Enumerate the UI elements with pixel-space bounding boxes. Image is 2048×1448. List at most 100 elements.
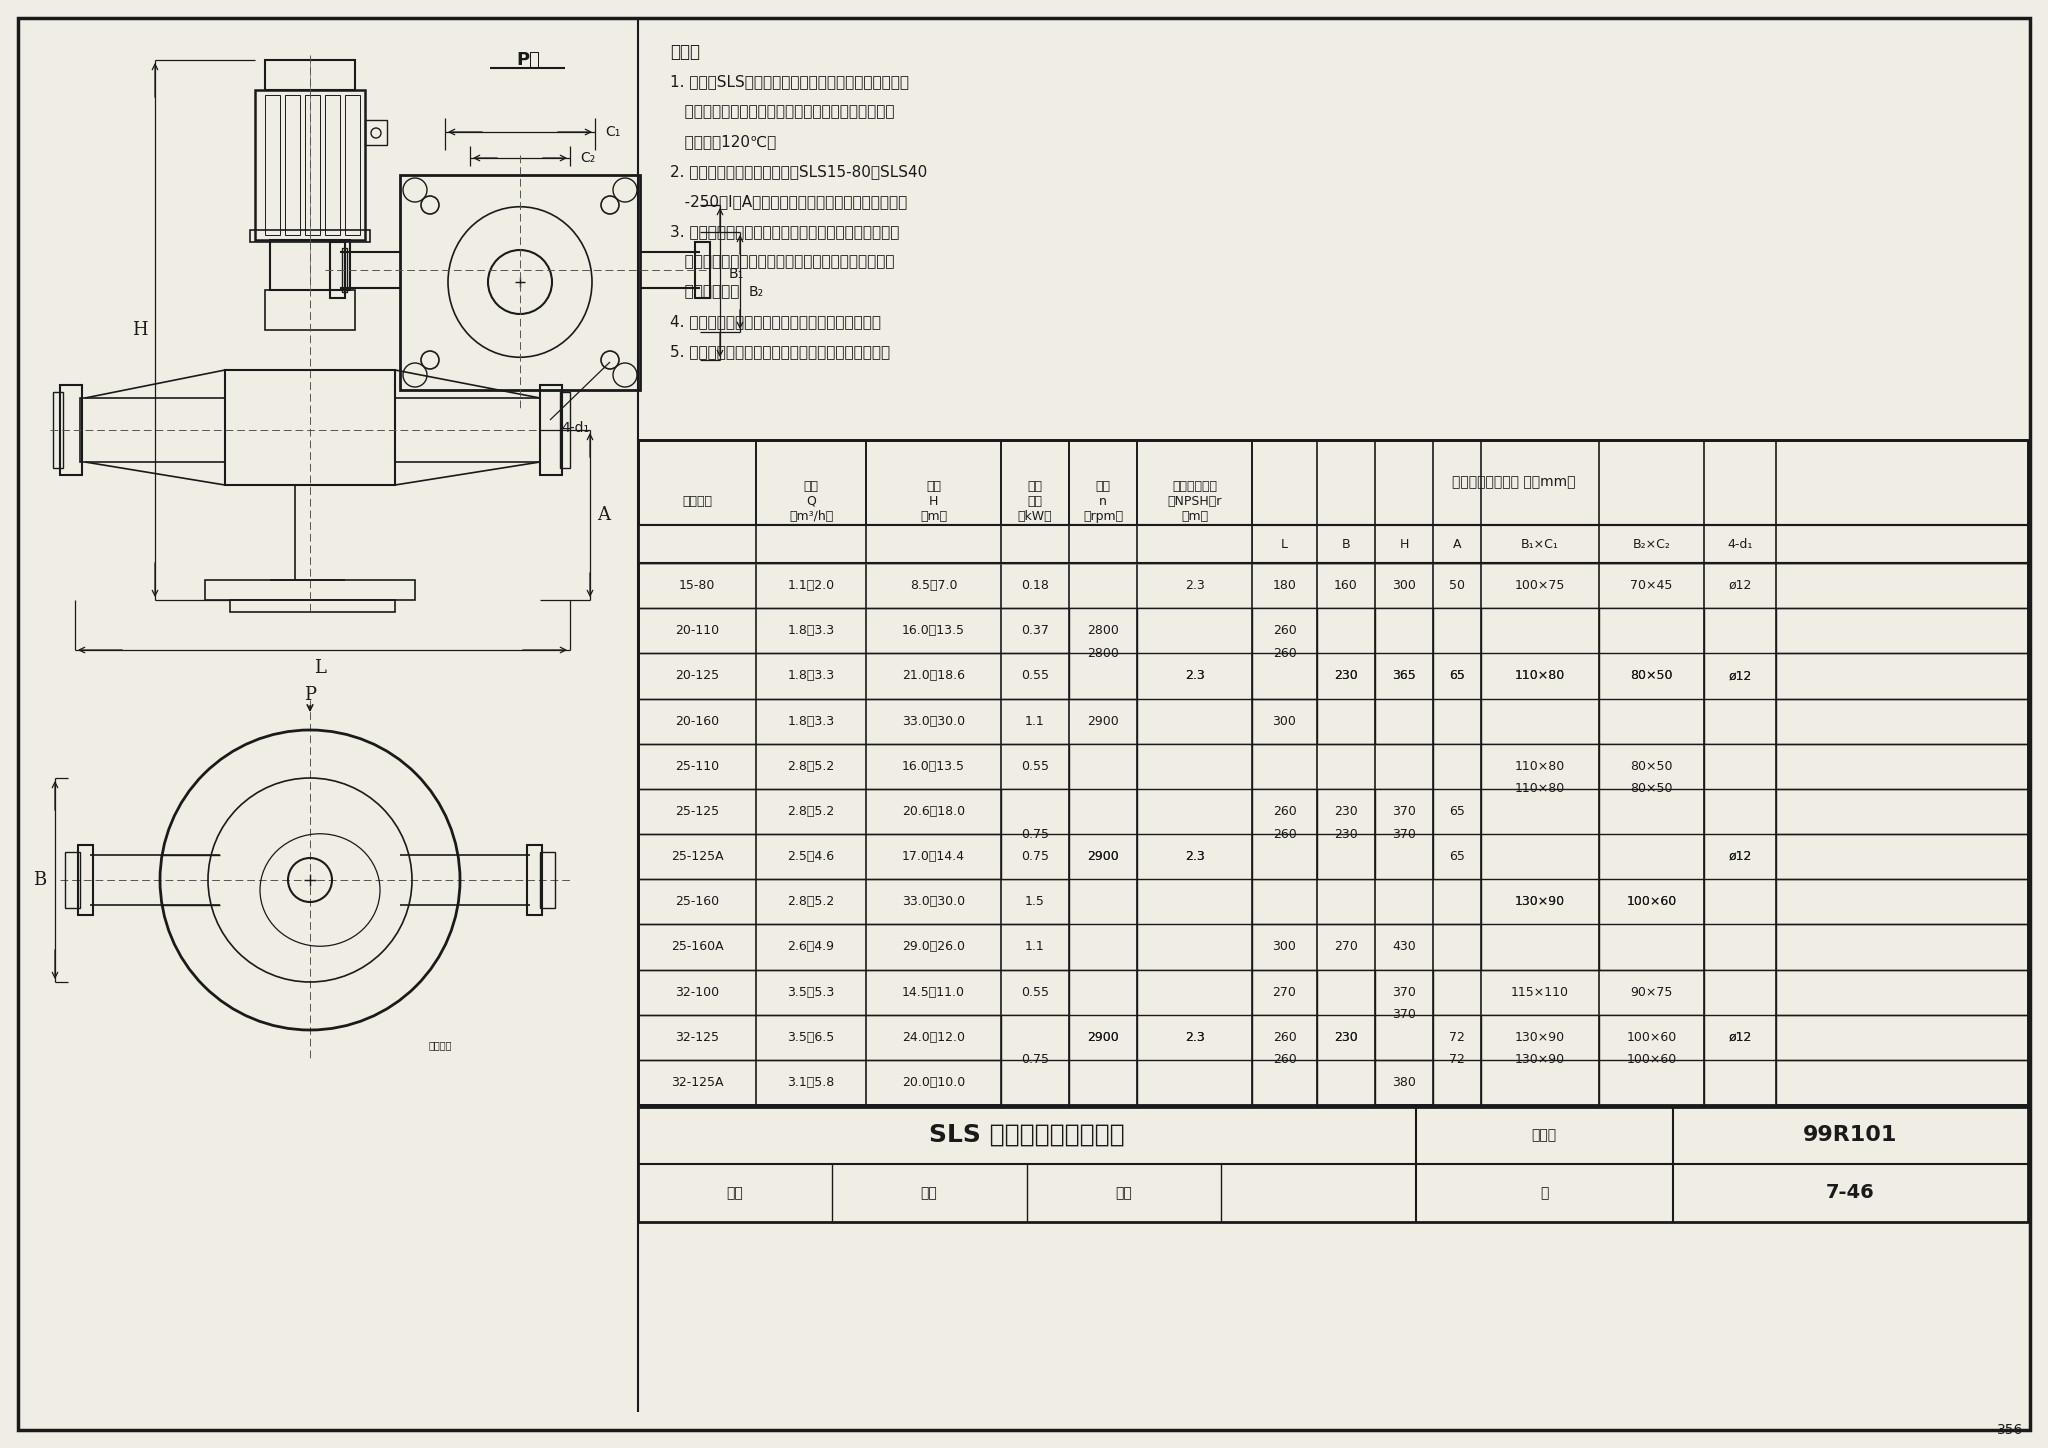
Text: 2900: 2900 bbox=[1087, 1031, 1118, 1044]
Text: 2.3: 2.3 bbox=[1184, 1031, 1204, 1044]
Text: ø12: ø12 bbox=[1729, 850, 1751, 863]
Text: SLS 型立式离心泵安装图: SLS 型立式离心泵安装图 bbox=[930, 1124, 1124, 1147]
Bar bbox=[59, 385, 82, 475]
Text: 20-160: 20-160 bbox=[676, 714, 719, 727]
Text: 16.0～13.5: 16.0～13.5 bbox=[901, 624, 965, 637]
Bar bbox=[53, 392, 63, 468]
Text: 2.8～5.2: 2.8～5.2 bbox=[786, 805, 836, 818]
Text: 130×90: 130×90 bbox=[1516, 1031, 1565, 1044]
Text: 20-125: 20-125 bbox=[676, 669, 719, 682]
Bar bbox=[342, 248, 346, 292]
Text: 80×50: 80×50 bbox=[1630, 669, 1673, 682]
Text: 260: 260 bbox=[1272, 805, 1296, 818]
Bar bbox=[250, 230, 371, 242]
Text: 0.75: 0.75 bbox=[1022, 827, 1049, 840]
Text: 15-80: 15-80 bbox=[678, 579, 715, 592]
Text: ø12: ø12 bbox=[1729, 1031, 1751, 1044]
Text: 2.3: 2.3 bbox=[1184, 850, 1204, 863]
Bar bbox=[541, 851, 555, 908]
Bar bbox=[1599, 744, 1704, 834]
Text: 260: 260 bbox=[1272, 624, 1296, 637]
Text: 1. 本产品SLS型泵为单级单吸立式离心泵，该泵供输送: 1. 本产品SLS型泵为单级单吸立式离心泵，该泵供输送 bbox=[670, 74, 909, 90]
Bar bbox=[1253, 789, 1317, 879]
Text: （小图）: （小图） bbox=[428, 1040, 453, 1050]
Text: 2900: 2900 bbox=[1087, 714, 1118, 727]
Text: 2.8～5.2: 2.8～5.2 bbox=[786, 760, 836, 773]
Text: 65: 65 bbox=[1450, 805, 1464, 818]
Text: ø12: ø12 bbox=[1729, 669, 1751, 682]
Text: 扬程
H
（m）: 扬程 H （m） bbox=[920, 479, 946, 523]
Text: 33.0～30.0: 33.0～30.0 bbox=[901, 714, 965, 727]
Text: 14.5～11.0: 14.5～11.0 bbox=[901, 986, 965, 999]
Text: 260: 260 bbox=[1272, 827, 1296, 840]
Text: 1.1～2.0: 1.1～2.0 bbox=[786, 579, 836, 592]
Bar bbox=[1139, 608, 1251, 743]
Text: 2900: 2900 bbox=[1087, 850, 1118, 863]
Bar bbox=[225, 371, 395, 485]
Bar bbox=[1434, 1015, 1481, 1105]
Text: 2900: 2900 bbox=[1087, 850, 1118, 863]
Text: ø12: ø12 bbox=[1729, 1031, 1751, 1044]
Text: ø12: ø12 bbox=[1729, 579, 1751, 592]
Text: A: A bbox=[1452, 537, 1462, 550]
Text: 1.8～3.3: 1.8～3.3 bbox=[786, 669, 836, 682]
Text: 仅编制硬性连接中的直接安装方式，详细资料请参见: 仅编制硬性连接中的直接安装方式，详细资料请参见 bbox=[670, 255, 895, 269]
Text: 说明：: 说明： bbox=[670, 43, 700, 61]
Text: 2.8～5.2: 2.8～5.2 bbox=[786, 895, 836, 908]
Text: 270: 270 bbox=[1272, 986, 1296, 999]
Bar bbox=[1483, 608, 1597, 743]
Text: 8.5～7.0: 8.5～7.0 bbox=[909, 579, 956, 592]
Text: 100×60: 100×60 bbox=[1626, 895, 1677, 908]
Text: 32-100: 32-100 bbox=[676, 986, 719, 999]
Bar bbox=[344, 96, 360, 235]
Bar bbox=[1139, 744, 1251, 969]
Text: 365: 365 bbox=[1393, 669, 1415, 682]
Text: 260: 260 bbox=[1272, 1053, 1296, 1066]
Text: 100×75: 100×75 bbox=[1516, 579, 1565, 592]
Text: 180: 180 bbox=[1272, 579, 1296, 592]
Text: 100×60: 100×60 bbox=[1626, 1031, 1677, 1044]
Text: 24.0～12.0: 24.0～12.0 bbox=[901, 1031, 965, 1044]
Text: 130×90: 130×90 bbox=[1516, 895, 1565, 908]
Bar bbox=[1599, 834, 1704, 969]
Bar bbox=[639, 526, 1251, 563]
Text: 380: 380 bbox=[1393, 1076, 1415, 1089]
Bar bbox=[1319, 789, 1374, 879]
Text: 72: 72 bbox=[1450, 1053, 1464, 1066]
Text: 2.3: 2.3 bbox=[1184, 579, 1204, 592]
Bar bbox=[526, 846, 543, 915]
Text: 0.18: 0.18 bbox=[1022, 579, 1049, 592]
Text: 230: 230 bbox=[1333, 805, 1358, 818]
Text: 230: 230 bbox=[1333, 669, 1358, 682]
Text: 25-160A: 25-160A bbox=[670, 940, 723, 953]
Text: 7-46: 7-46 bbox=[1825, 1183, 1874, 1202]
Bar bbox=[1319, 970, 1374, 1105]
Text: 29.0～26.0: 29.0～26.0 bbox=[901, 940, 965, 953]
Bar bbox=[1069, 970, 1137, 1105]
Text: 校对: 校对 bbox=[922, 1186, 938, 1200]
Text: L: L bbox=[313, 659, 326, 678]
Text: 65: 65 bbox=[1450, 669, 1464, 682]
Text: 160: 160 bbox=[1333, 579, 1358, 592]
Text: 1.1: 1.1 bbox=[1026, 940, 1044, 953]
Bar bbox=[541, 385, 561, 475]
Text: 430: 430 bbox=[1393, 940, 1415, 953]
Text: 72: 72 bbox=[1450, 1031, 1464, 1044]
Bar bbox=[264, 290, 354, 330]
Bar bbox=[229, 599, 395, 613]
Bar bbox=[559, 392, 569, 468]
Bar bbox=[256, 90, 365, 240]
Text: 365: 365 bbox=[1393, 669, 1415, 682]
Text: 370: 370 bbox=[1393, 1008, 1415, 1021]
Text: 4-d₁: 4-d₁ bbox=[561, 421, 590, 434]
Text: 0.37: 0.37 bbox=[1022, 624, 1049, 637]
Text: B₂×C₂: B₂×C₂ bbox=[1632, 537, 1671, 550]
Text: B: B bbox=[33, 872, 47, 889]
Text: H: H bbox=[1399, 537, 1409, 550]
Text: 110×80: 110×80 bbox=[1516, 669, 1565, 682]
Text: 流量
Q
（m³/h）: 流量 Q （m³/h） bbox=[788, 479, 834, 523]
Bar bbox=[1483, 834, 1597, 969]
Text: C₂: C₂ bbox=[580, 151, 596, 165]
Text: ø12: ø12 bbox=[1729, 669, 1751, 682]
Text: 260: 260 bbox=[1272, 1031, 1296, 1044]
